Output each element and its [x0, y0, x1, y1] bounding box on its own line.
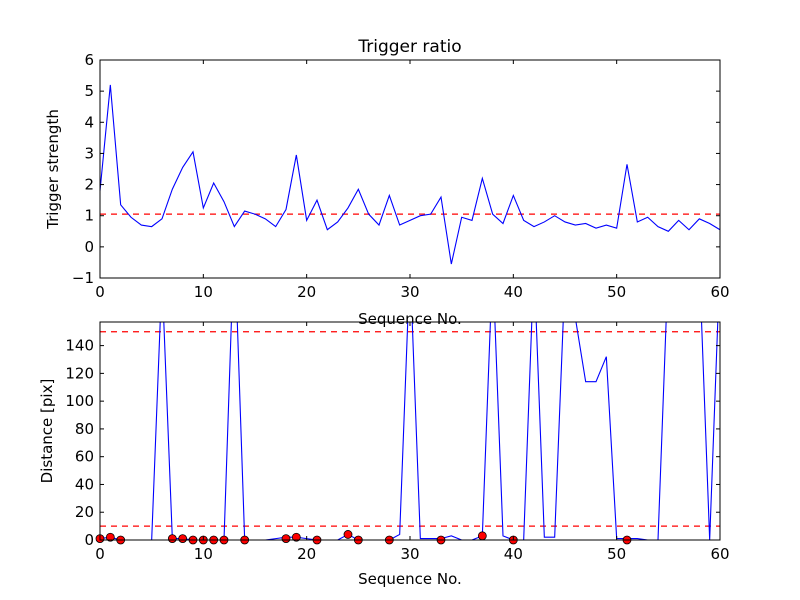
y-axis-label: Trigger strength — [44, 109, 62, 230]
x-tick-label: 0 — [95, 283, 105, 301]
chart-title: Trigger ratio — [357, 37, 461, 57]
x-tick-label: 50 — [607, 283, 626, 301]
y-tick-label: 3 — [84, 144, 94, 162]
x-tick-label: 60 — [710, 283, 729, 301]
y-tick-label: 80 — [75, 420, 94, 438]
y-tick-label: 4 — [84, 113, 94, 131]
y-tick-label: 0 — [84, 531, 94, 549]
x-tick-label: 0 — [95, 545, 105, 563]
y-tick-label: 6 — [84, 51, 94, 69]
threshold-lines — [100, 331, 720, 527]
x-axis-label: Sequence No. — [358, 570, 462, 588]
data-point-marker — [167, 534, 177, 544]
y-tick-label: 40 — [75, 475, 94, 493]
x-tick-label: 60 — [710, 545, 729, 563]
series-line — [99, 84, 721, 265]
y-tick-label: −1 — [72, 269, 94, 287]
data-point-marker — [291, 532, 301, 542]
x-tick-label: 50 — [607, 545, 626, 563]
y-tick-label: 140 — [65, 337, 94, 355]
x-tick-label: 10 — [194, 283, 213, 301]
x-tick-label: 40 — [504, 545, 523, 563]
data-point-marker — [477, 531, 487, 541]
x-axis-label: Sequence No. — [358, 310, 462, 328]
y-tick-label: 0 — [84, 238, 94, 256]
y-tick-label: 2 — [84, 176, 94, 194]
data-point-marker — [281, 534, 291, 544]
y-tick-label: 120 — [65, 364, 94, 382]
x-tick-label: 20 — [297, 283, 316, 301]
plot-frame — [99, 59, 721, 279]
y-axis-label: Distance [pix] — [38, 379, 56, 484]
y-tick-label: 100 — [65, 392, 94, 410]
y-tick-label: 5 — [84, 82, 94, 100]
y-tick-label: 1 — [84, 207, 94, 225]
data-point-marker — [105, 532, 115, 542]
x-tick-label: 20 — [297, 545, 316, 563]
plot-frame — [99, 321, 721, 541]
y-tick-label: 20 — [75, 503, 94, 521]
data-point-marker — [343, 530, 353, 539]
distance-chart: 0 10 20 30 40 50 60 0 20 40 60 80 100 120 140 Sequence… — [38, 321, 730, 588]
x-tick-label: 30 — [400, 283, 419, 301]
series-lines — [99, 84, 721, 265]
x-tick-label: 10 — [194, 545, 213, 563]
y-tick-label: 60 — [75, 448, 94, 466]
x-tick-label: 30 — [400, 545, 419, 563]
data-point-marker — [178, 534, 188, 544]
x-tick-label: 40 — [504, 283, 523, 301]
